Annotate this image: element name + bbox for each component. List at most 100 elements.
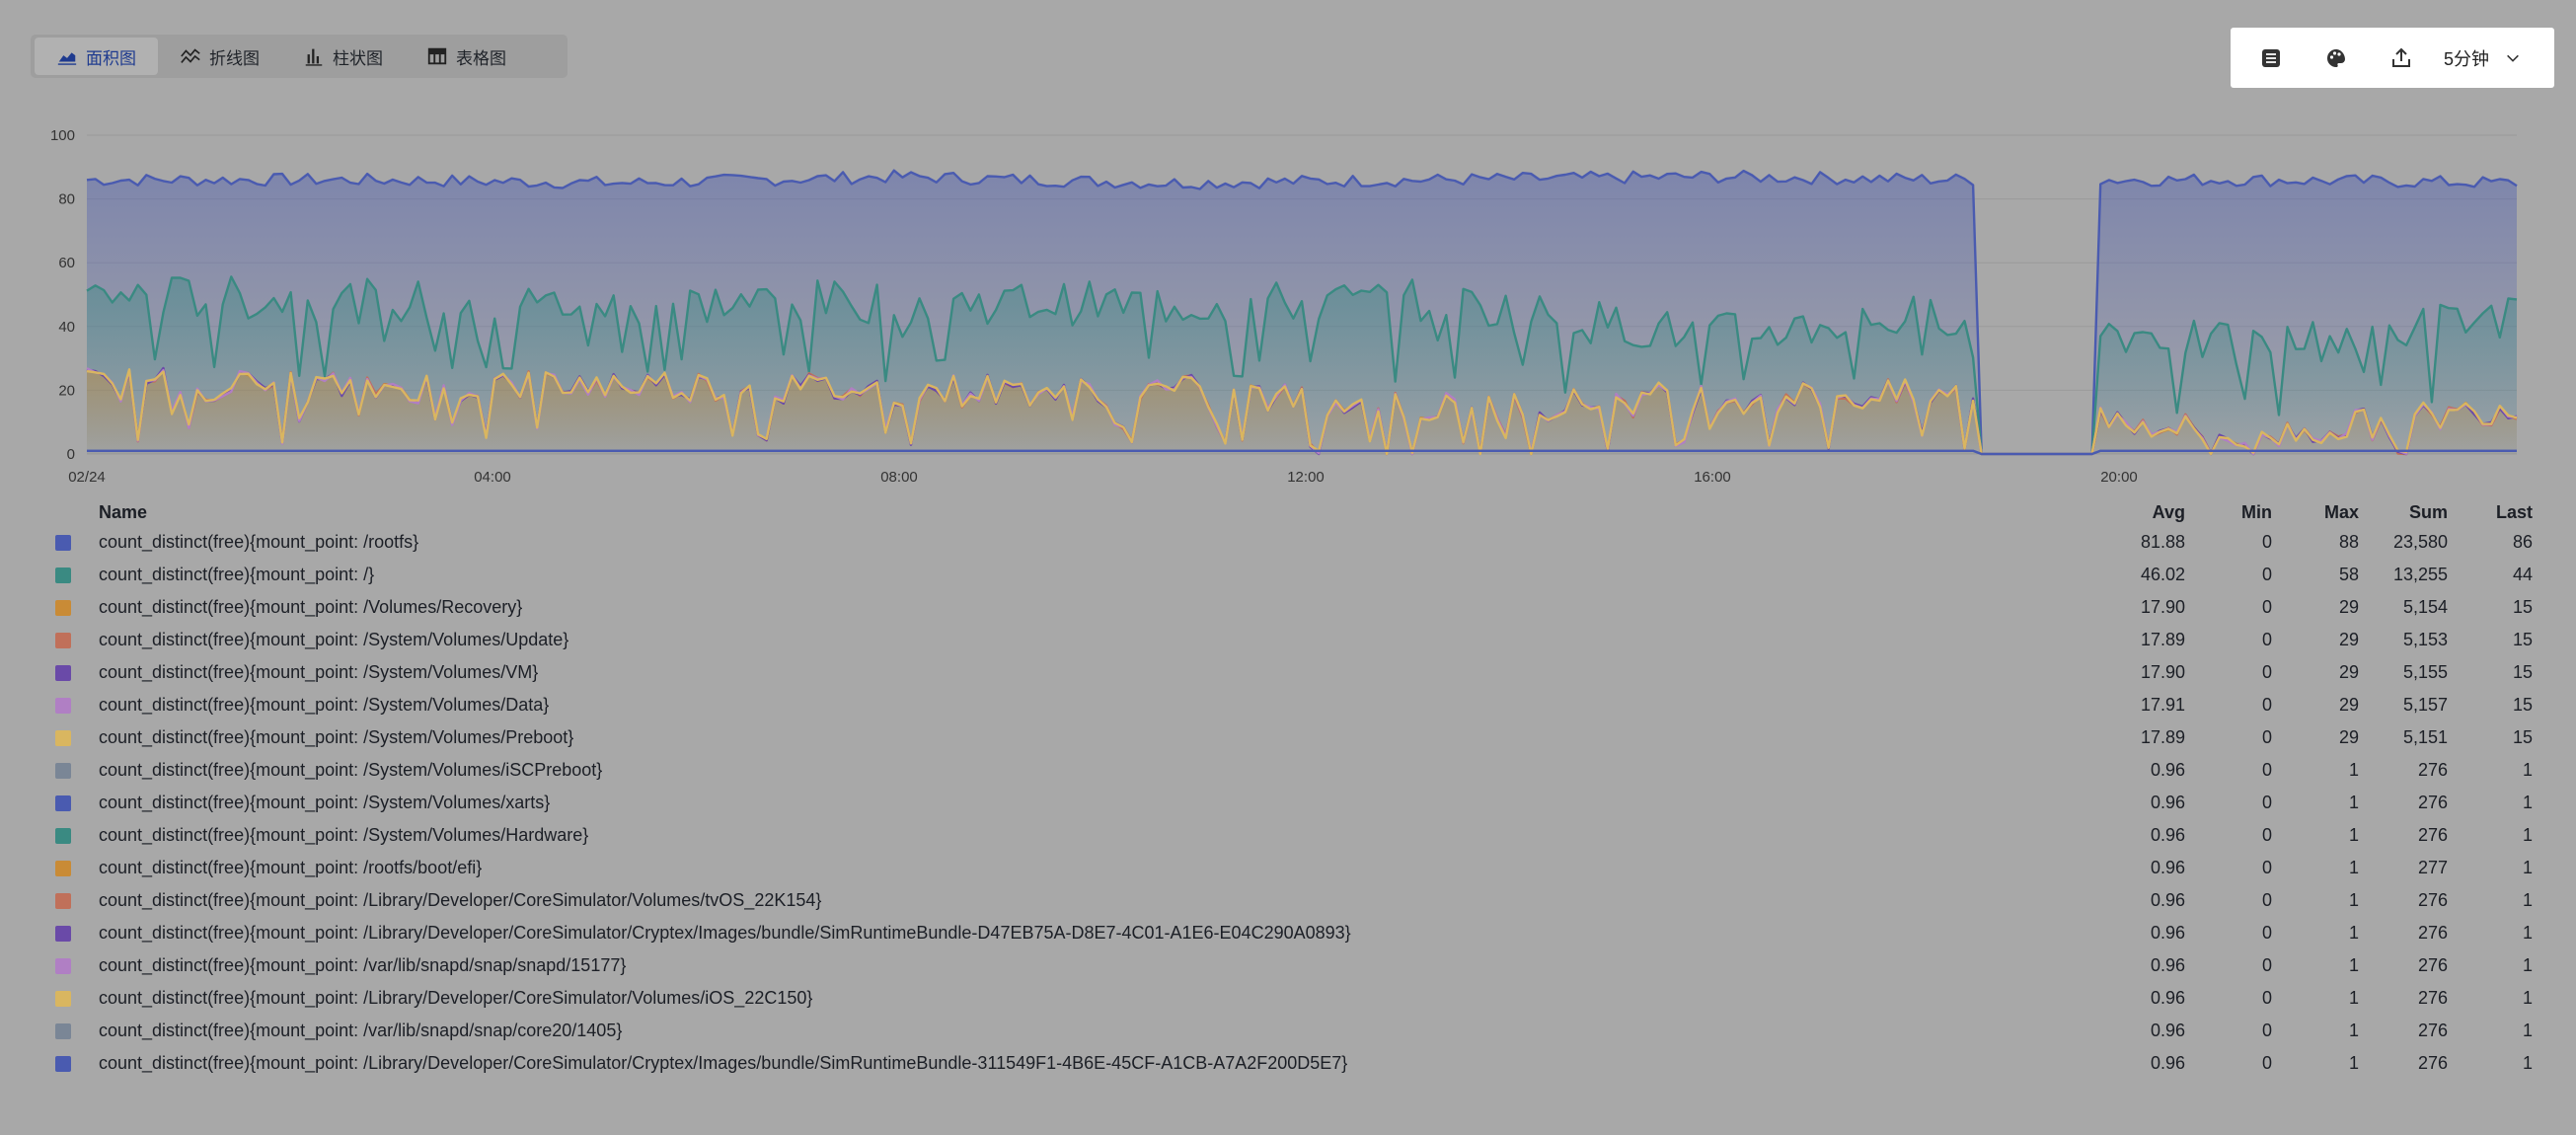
series-color-swatch[interactable] [55, 599, 71, 616]
header-avg[interactable]: Avg [2152, 501, 2185, 522]
legend-row[interactable]: count_distinct(free){mount_point: /Syste… [55, 819, 2533, 852]
series-line [87, 449, 2517, 456]
series-max: 88 [2338, 532, 2359, 552]
series-avg: 0.96 [2150, 793, 2185, 812]
series-color-swatch[interactable] [55, 729, 71, 746]
series-last: 44 [2512, 565, 2533, 584]
series-line [86, 169, 2518, 456]
legend-row[interactable]: count_distinct(free){mount_point: /Syste… [55, 656, 2533, 689]
series-last: 15 [2512, 727, 2533, 747]
series-color-swatch[interactable] [55, 990, 71, 1007]
palette-icon [2326, 48, 2345, 67]
series-color-swatch[interactable] [55, 957, 71, 974]
series-min: 0 [2261, 858, 2272, 877]
series-color-swatch[interactable] [55, 697, 71, 714]
series-max: 1 [2348, 858, 2359, 877]
series-name: count_distinct(free){mount_point: /Syste… [99, 727, 574, 747]
legend-row[interactable]: count_distinct(free){mount_point: /Libra… [55, 917, 2533, 949]
legend-row[interactable]: count_distinct(free){mount_point: /rootf… [55, 852, 2533, 884]
legend-row[interactable]: count_distinct(free){mount_point: /Libra… [55, 1047, 2533, 1080]
series-last: 15 [2512, 630, 2533, 649]
series-color-swatch[interactable] [55, 925, 71, 942]
series-min: 0 [2261, 597, 2272, 617]
palette-button[interactable] [2311, 38, 2361, 78]
series-color-swatch[interactable] [55, 892, 71, 909]
series-sum: 276 [2417, 988, 2448, 1008]
tab-line-chart[interactable]: 折线图 [158, 38, 281, 75]
series-color-swatch[interactable] [55, 762, 71, 779]
header-max[interactable]: Max [2323, 501, 2359, 522]
series-sum: 5,155 [2402, 662, 2448, 682]
header-min[interactable]: Min [2241, 501, 2272, 522]
series-max: 1 [2348, 988, 2359, 1008]
series-color-swatch[interactable] [55, 567, 71, 583]
legend-row[interactable]: count_distinct(free){mount_point: /Libra… [55, 884, 2533, 917]
series-max: 58 [2338, 565, 2359, 584]
series-color-swatch[interactable] [55, 664, 71, 681]
series-avg: 0.96 [2150, 858, 2185, 877]
legend-row[interactable]: count_distinct(free){mount_point: /Syste… [55, 624, 2533, 656]
series-last: 1 [2522, 1021, 2533, 1040]
series-color-swatch[interactable] [55, 632, 71, 648]
tab-label: 表格图 [456, 48, 506, 68]
series-sum: 276 [2417, 1021, 2448, 1040]
legend-row[interactable]: count_distinct(free){mount_point: /Syste… [55, 689, 2533, 721]
series-min: 0 [2261, 760, 2272, 780]
y-tick-label: 0 [67, 446, 75, 463]
x-tick-label: 04:00 [474, 469, 511, 486]
tab-label: 面积图 [86, 48, 136, 68]
series-sum: 276 [2417, 760, 2448, 780]
legend-row[interactable]: count_distinct(free){mount_point: /var/l… [55, 1015, 2533, 1047]
legend-detail-button[interactable] [2246, 38, 2296, 78]
legend-table: Name Avg Min Max Sum Last count_distinct… [55, 498, 2533, 1080]
legend-row[interactable]: count_distinct(free){mount_point: /Syste… [55, 721, 2533, 754]
series-max: 1 [2348, 825, 2359, 845]
series-last: 1 [2522, 1053, 2533, 1073]
header-sum[interactable]: Sum [2408, 501, 2448, 522]
series-name: count_distinct(free){mount_point: /Libra… [99, 923, 1351, 943]
series-avg: 0.96 [2150, 955, 2185, 975]
series-line [86, 275, 2518, 456]
series-last: 1 [2522, 923, 2533, 943]
table-icon [427, 47, 447, 65]
chevron-down-icon [2507, 54, 2519, 62]
series-color-swatch[interactable] [55, 794, 71, 811]
series-min: 0 [2261, 695, 2272, 715]
series-min: 0 [2261, 1021, 2272, 1040]
series-max: 29 [2338, 597, 2359, 617]
series-max: 1 [2348, 923, 2359, 943]
series-last: 15 [2512, 597, 2533, 617]
header-last[interactable]: Last [2495, 501, 2533, 522]
y-tick-label: 60 [58, 255, 75, 271]
series-color-swatch[interactable] [55, 1055, 71, 1072]
tab-area-chart[interactable]: 面积图 [35, 38, 158, 75]
y-tick-label: 80 [58, 191, 75, 208]
series-color-swatch[interactable] [55, 1022, 71, 1039]
series-max: 1 [2348, 955, 2359, 975]
x-tick-label: 16:00 [1694, 469, 1731, 486]
x-tick-label: 08:00 [880, 469, 918, 486]
series-name: count_distinct(free){mount_point: /Libra… [99, 988, 813, 1008]
series-color-swatch[interactable] [55, 860, 71, 876]
interval-select[interactable]: 5分钟 [2444, 45, 2521, 71]
legend-row[interactable]: count_distinct(free){mount_point: /Volum… [55, 591, 2533, 624]
legend-row[interactable]: count_distinct(free){mount_point: /rootf… [55, 526, 2533, 559]
series-sum: 276 [2417, 955, 2448, 975]
export-button[interactable] [2377, 38, 2426, 78]
series-last: 15 [2512, 662, 2533, 682]
tab-table-chart[interactable]: 表格图 [405, 38, 528, 75]
series-name: count_distinct(free){mount_point: /Syste… [99, 695, 550, 715]
legend-row[interactable]: count_distinct(free){mount_point: /Syste… [55, 787, 2533, 819]
legend-row[interactable]: count_distinct(free){mount_point: /} 46.0… [55, 559, 2533, 591]
series-sum: 276 [2417, 1053, 2448, 1073]
series-last: 1 [2522, 988, 2533, 1008]
tab-label: 柱状图 [333, 48, 383, 68]
series-name: count_distinct(free){mount_point: /Syste… [99, 630, 569, 649]
series-color-swatch[interactable] [55, 827, 71, 844]
series-color-swatch[interactable] [55, 534, 71, 551]
tab-bar-chart[interactable]: 柱状图 [281, 38, 405, 75]
series-sum: 5,154 [2402, 597, 2448, 617]
legend-row[interactable]: count_distinct(free){mount_point: /Libra… [55, 982, 2533, 1015]
legend-row[interactable]: count_distinct(free){mount_point: /Syste… [55, 754, 2533, 787]
legend-row[interactable]: count_distinct(free){mount_point: /var/l… [55, 949, 2533, 982]
